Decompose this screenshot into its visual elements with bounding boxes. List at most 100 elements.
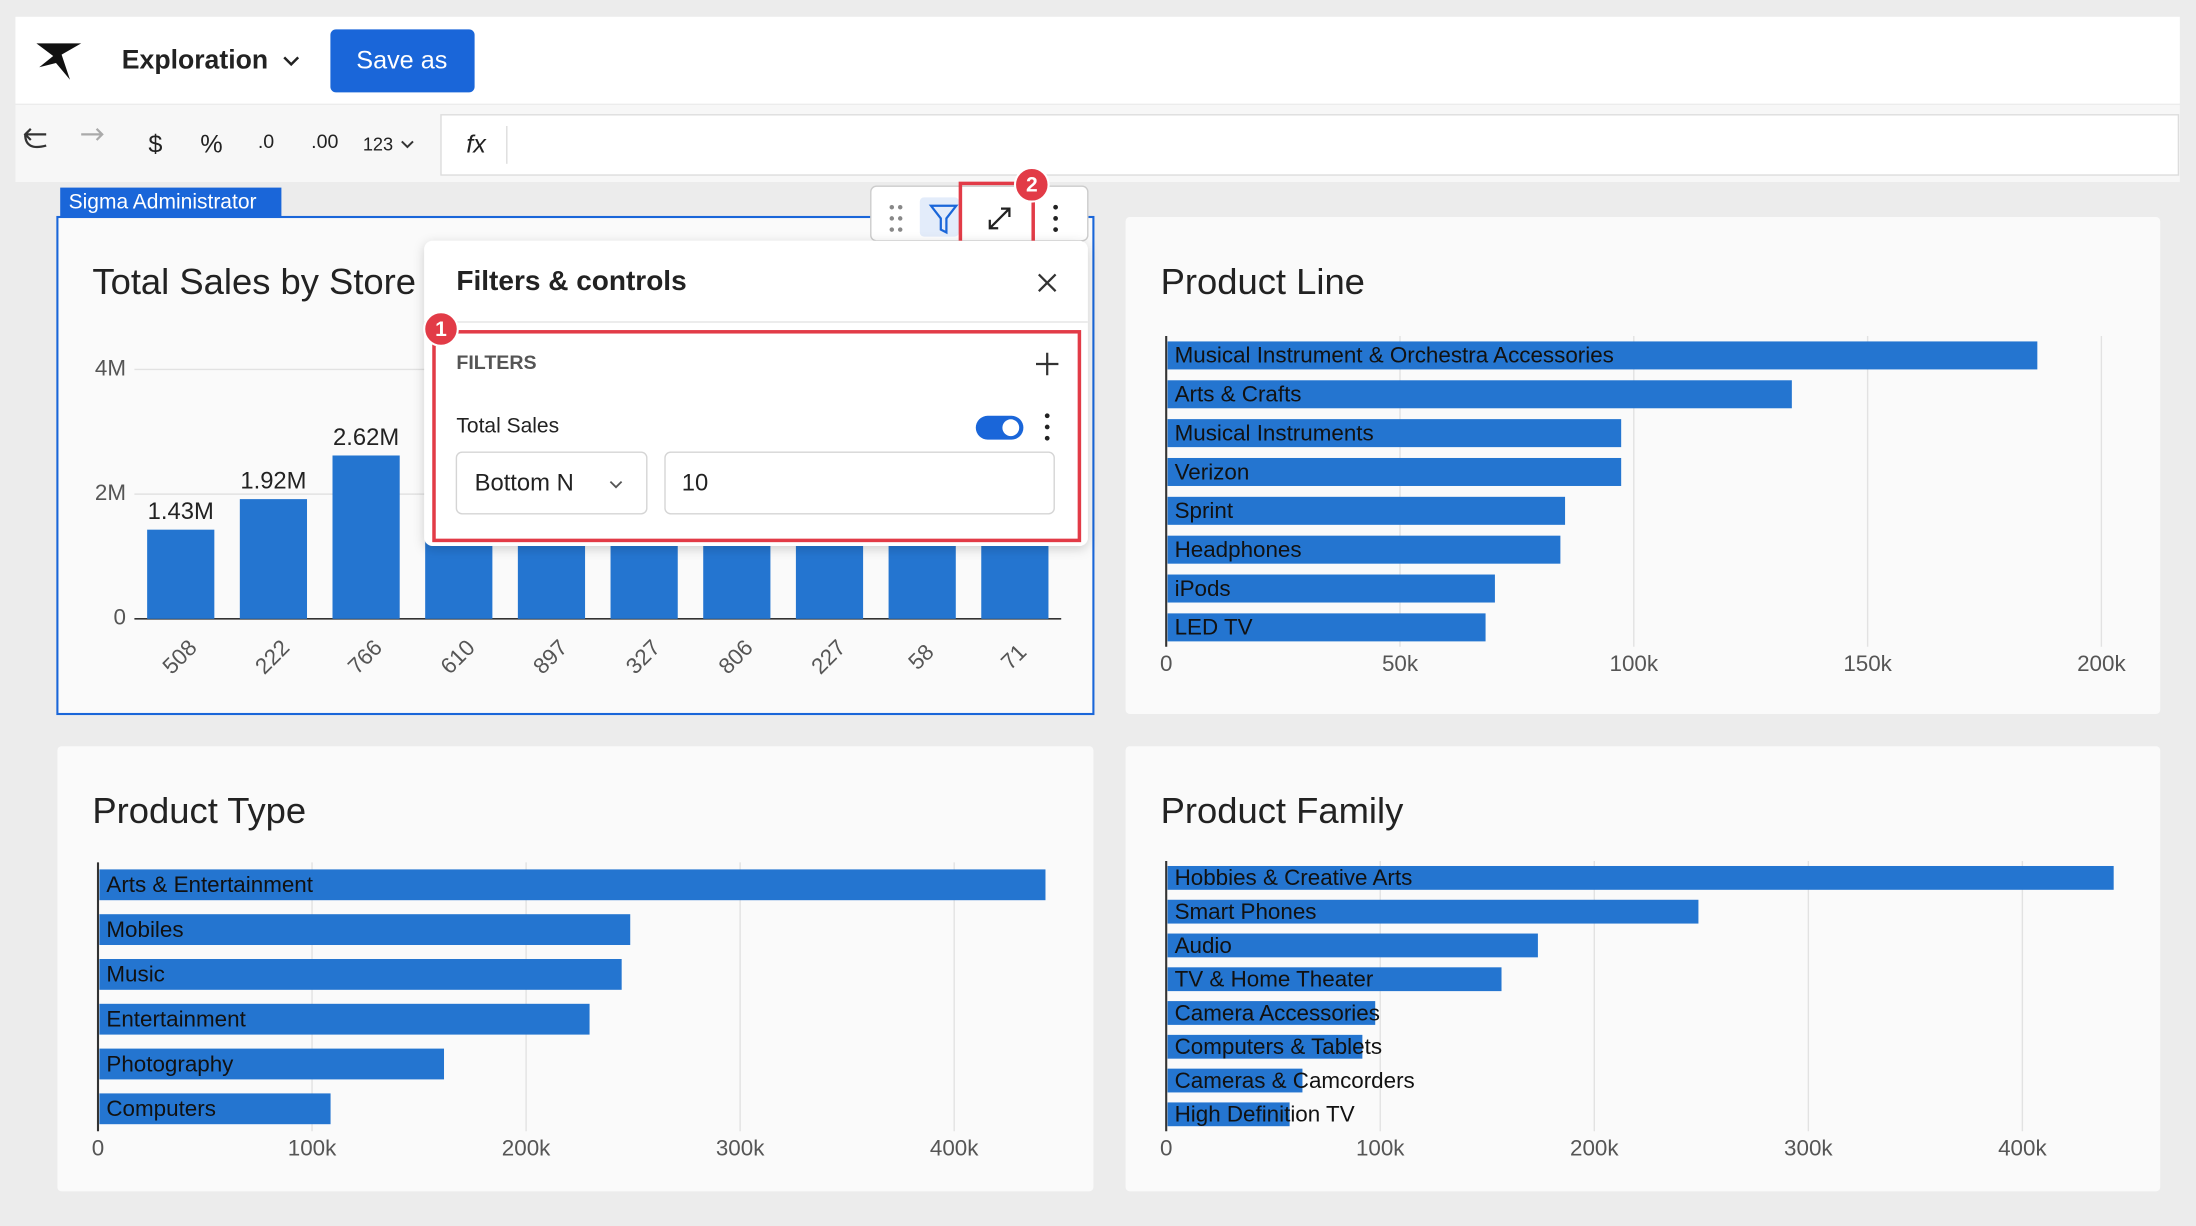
x-tick-label: 0 xyxy=(92,1135,104,1160)
badge xyxy=(60,187,282,218)
chart-title: Product Type xyxy=(92,790,306,831)
add-filter[interactable] xyxy=(1036,352,1059,376)
x-tick-label: 100k xyxy=(288,1135,337,1160)
filter-name: Total Sales xyxy=(456,415,559,438)
y-tick-label: 0 xyxy=(114,605,126,630)
category-label: Mobiles xyxy=(106,917,183,942)
category-label: TV & Home Theater xyxy=(1175,967,1374,992)
bar xyxy=(99,914,631,946)
card xyxy=(1125,746,2161,1192)
x-tick-label: 100k xyxy=(1356,1135,1405,1160)
x-tick-label: 200k xyxy=(2077,651,2126,676)
value-label[interactable]: 10 xyxy=(682,470,708,497)
badge-label: Sigma Administrator xyxy=(69,191,257,214)
bar xyxy=(1167,419,1622,448)
chevron[interactable] xyxy=(283,56,300,67)
bar xyxy=(99,1048,445,1080)
bar xyxy=(1167,1102,1290,1127)
bar xyxy=(1167,496,1566,525)
element-toolbar xyxy=(870,185,1089,242)
bar xyxy=(1167,574,1495,603)
bar xyxy=(1167,865,2114,890)
category-label: Audio xyxy=(1175,933,1232,958)
save-label[interactable]: Save as xyxy=(356,46,447,74)
category-label: Smart Phones xyxy=(1175,899,1317,924)
filter-icon[interactable] xyxy=(928,204,959,235)
increase-decimals[interactable]: .00 xyxy=(311,131,338,153)
x-tick-label: 300k xyxy=(1784,1135,1833,1160)
more-icon[interactable] xyxy=(1053,204,1058,232)
bar xyxy=(1167,457,1622,486)
data-label: 1.92M xyxy=(240,468,306,495)
chevron[interactable] xyxy=(609,480,623,489)
bar xyxy=(1167,1068,1303,1093)
percent[interactable]: % xyxy=(200,130,222,158)
undo[interactable] xyxy=(23,128,47,149)
data-label: 2.62M xyxy=(333,424,399,451)
bar xyxy=(239,499,308,619)
value-input[interactable] xyxy=(664,451,1055,515)
bar xyxy=(1167,535,1561,564)
mode-label[interactable]: Bottom N xyxy=(475,470,574,497)
bar xyxy=(99,959,622,990)
bar xyxy=(1167,933,1538,958)
filter-menu[interactable] xyxy=(1044,413,1050,441)
save-button[interactable] xyxy=(330,29,475,93)
logo[interactable] xyxy=(36,43,82,80)
bar xyxy=(1167,899,1699,924)
bar xyxy=(1167,1034,1363,1059)
number-format[interactable]: 123 xyxy=(363,134,393,154)
category-label: Musical Instruments xyxy=(1175,420,1374,445)
bar xyxy=(147,529,215,619)
x-tick-label: 300k xyxy=(716,1135,765,1160)
category-label: iPods xyxy=(1175,576,1231,601)
category-label: LED TV xyxy=(1175,615,1253,640)
category-label: Verizon xyxy=(1175,459,1250,484)
x-tick-label: 400k xyxy=(930,1135,979,1160)
chart-title: Product Family xyxy=(1161,790,1404,831)
category-label: Sprint xyxy=(1175,498,1234,523)
formula-bar[interactable] xyxy=(440,114,2180,176)
callout-label: 2 xyxy=(1026,174,1038,197)
chart-title: Total Sales by Store xyxy=(92,261,416,302)
category-label: Entertainment xyxy=(106,1007,246,1032)
redo[interactable] xyxy=(81,128,104,141)
x-tick-label: 100k xyxy=(1610,651,1659,676)
chart-title: Product Line xyxy=(1161,261,1365,302)
category-label: Music xyxy=(106,962,164,987)
close-icon[interactable] xyxy=(1038,273,1057,292)
category-label: Photography xyxy=(106,1051,234,1076)
currency[interactable]: $ xyxy=(148,130,162,158)
category-label: Computers xyxy=(106,1096,216,1121)
bar xyxy=(1167,1001,1376,1025)
drag-handle[interactable] xyxy=(889,204,903,232)
popup-title: Filters & controls xyxy=(456,265,686,296)
data-label: 1.43M xyxy=(148,498,214,525)
callout-label: 1 xyxy=(435,318,447,341)
fx-icon[interactable]: fx xyxy=(466,130,487,158)
bar xyxy=(1167,380,1792,409)
expand-icon[interactable] xyxy=(988,207,1011,230)
x-tick-label: 200k xyxy=(1570,1135,1619,1160)
decrease-decimals[interactable]: .0 xyxy=(258,131,274,153)
bar xyxy=(1167,967,1502,992)
y-tick-label: 4M xyxy=(95,355,126,380)
mode-dropdown[interactable] xyxy=(455,451,648,515)
bar xyxy=(99,1003,590,1035)
chevron[interactable] xyxy=(401,140,414,149)
bar xyxy=(1167,613,1486,642)
workbook-title[interactable]: Exploration xyxy=(122,45,268,75)
category-label: Camera Accessories xyxy=(1175,1000,1380,1025)
bar xyxy=(332,455,400,619)
x-tick-label: 50k xyxy=(1382,651,1419,676)
category-label: Arts & Entertainment xyxy=(106,872,313,897)
x-tick-label: 0 xyxy=(1160,651,1172,676)
highlight-box xyxy=(432,330,1082,543)
callout xyxy=(1013,166,1050,203)
toggle-knob xyxy=(1002,419,1020,437)
x-tick-label: 200k xyxy=(502,1135,551,1160)
bar xyxy=(1167,341,2038,370)
x-tick-label: 400k xyxy=(1998,1135,2047,1160)
